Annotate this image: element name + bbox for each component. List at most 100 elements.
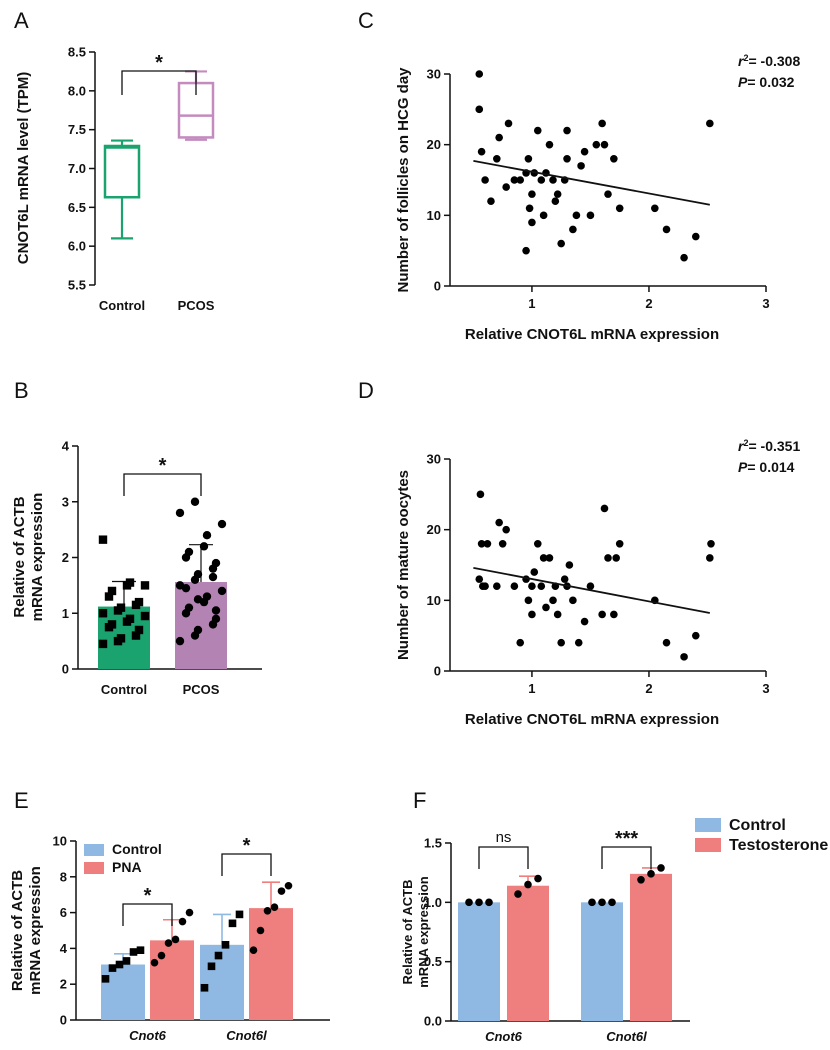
- data-point: [284, 881, 293, 890]
- scatter-point: [481, 582, 489, 590]
- data-point: [140, 581, 150, 590]
- data-point: [115, 960, 124, 969]
- y-axis-title-line2: mRNA expression: [416, 876, 431, 988]
- data-point: [256, 926, 265, 935]
- data-point: [104, 592, 114, 601]
- y-axis-title-line1: Relative of ACTB: [400, 880, 415, 985]
- data-point: [475, 898, 483, 907]
- data-point: [249, 946, 258, 954]
- bar-pna-cnot6: [150, 940, 194, 1020]
- y-tick-label: 6.5: [68, 200, 86, 215]
- scatter-point: [662, 225, 671, 234]
- scatter-point: [525, 204, 534, 213]
- bar-testosterone-cnot6: [507, 885, 549, 1021]
- scatter-point: [612, 554, 620, 562]
- data-point: [107, 620, 117, 629]
- p-value-stat: P= 0.032: [738, 74, 795, 90]
- y-tick-label: 20: [427, 137, 441, 152]
- data-point: [193, 570, 203, 579]
- p-value-stat: P= 0.014: [738, 459, 795, 475]
- data-point: [524, 880, 532, 889]
- scatter-point: [551, 197, 560, 205]
- data-point: [178, 917, 187, 926]
- scatter-point: [545, 140, 554, 149]
- data-point: [181, 583, 191, 593]
- r-squared-stat: r2= -0.351: [738, 438, 800, 454]
- panel-label-e: E: [14, 788, 29, 813]
- data-point: [98, 639, 108, 649]
- y-tick-label: 4: [60, 941, 68, 956]
- scatter-point: [557, 239, 565, 248]
- scatter-point: [662, 638, 671, 647]
- data-point: [134, 625, 144, 635]
- scatter-point: [487, 197, 495, 205]
- data-point: [637, 875, 645, 884]
- x-tick-label: 2: [645, 296, 652, 311]
- data-point: [214, 951, 223, 960]
- scatter-point: [580, 147, 589, 156]
- data-point: [175, 508, 185, 518]
- sig-b-label: *: [159, 455, 167, 477]
- x-tick-label: 3: [762, 681, 769, 696]
- data-point: [235, 910, 244, 919]
- data-point: [208, 572, 218, 582]
- data-point: [131, 631, 141, 640]
- sig-e-0-bracket: [122, 903, 173, 926]
- data-point: [534, 874, 542, 883]
- y-tick-label: 0.0: [424, 1014, 442, 1029]
- x-tick-label: 1: [528, 681, 535, 696]
- data-point: [217, 519, 227, 529]
- scatter-point: [528, 610, 536, 619]
- scatter-point: [598, 610, 606, 619]
- scatter-point: [598, 119, 606, 128]
- scatter-point: [483, 540, 492, 548]
- scatter-point: [572, 211, 581, 220]
- sig-f-0-bracket: [478, 846, 529, 869]
- legend-label-control: Control: [112, 841, 162, 857]
- panel-label-a: A: [14, 8, 29, 33]
- y-tick-label: 0: [60, 1013, 67, 1028]
- y-axis-title: CNOT6L mRNA level (TPM): [15, 72, 32, 265]
- scatter-point: [475, 70, 484, 78]
- y-tick-label: 0: [434, 279, 441, 294]
- data-point: [136, 946, 145, 954]
- data-point: [228, 919, 237, 928]
- data-point: [647, 870, 655, 878]
- data-point: [175, 636, 185, 646]
- y-tick-label: 0: [62, 662, 69, 677]
- scatter-point: [516, 638, 525, 647]
- data-point: [116, 634, 126, 643]
- y-tick-label: 0: [434, 664, 441, 679]
- scatter-point: [475, 575, 484, 583]
- legend-swatch-testosterone: [695, 838, 721, 852]
- scatter-point: [569, 596, 577, 605]
- y-tick-label: 7.0: [68, 161, 86, 176]
- scatter-point: [510, 582, 519, 590]
- y-axis-title-line2: mRNA expression: [27, 866, 44, 995]
- scatter-point: [504, 119, 513, 128]
- y-tick-label: 8.0: [68, 83, 86, 98]
- legend-swatch-control: [84, 844, 104, 856]
- scatter-point: [553, 610, 562, 619]
- sig-a-bracket: [121, 70, 197, 95]
- data-point: [608, 898, 616, 907]
- scatter-point: [557, 638, 565, 647]
- data-point: [164, 939, 173, 947]
- data-point: [202, 531, 212, 540]
- scatter-point: [604, 190, 612, 198]
- data-point: [263, 907, 272, 915]
- scatter-point: [477, 540, 486, 548]
- data-point: [211, 606, 221, 615]
- sig-a-label: *: [155, 52, 163, 74]
- scatter-point: [533, 126, 542, 135]
- scatter-point: [586, 582, 595, 590]
- x-tick-label: Control: [101, 682, 147, 697]
- scatter-point: [539, 554, 548, 562]
- bar-testosterone-cnot6l: [630, 873, 672, 1021]
- scatter-point: [706, 554, 714, 562]
- scatter-point: [615, 204, 624, 213]
- scatter-point: [516, 176, 525, 184]
- scatter-point: [580, 617, 589, 626]
- y-tick-label: 7.5: [68, 122, 86, 137]
- scatter-point: [528, 190, 536, 198]
